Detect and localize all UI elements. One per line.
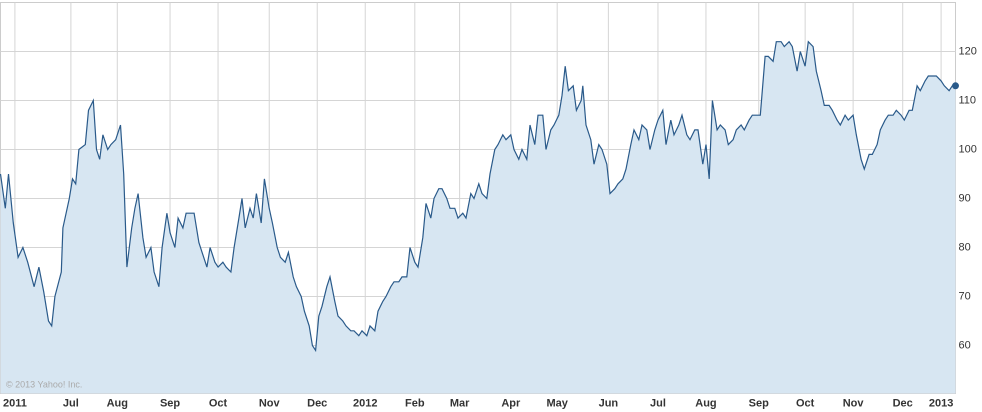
watermark: © 2013 Yahoo! Inc. <box>6 379 82 389</box>
x-tick-label: Nov <box>259 397 281 409</box>
x-tick-label: Dec <box>893 397 913 409</box>
y-tick-label: 70 <box>959 290 971 302</box>
x-tick-label: Oct <box>796 397 815 409</box>
x-tick-label: Sep <box>749 397 769 409</box>
x-tick-label: Feb <box>405 397 425 409</box>
y-tick-label: 60 <box>959 339 971 351</box>
x-tick-label: 2012 <box>353 397 377 409</box>
x-tick-label: Jul <box>63 397 79 409</box>
x-tick-label: Jun <box>599 397 619 409</box>
y-tick-label: 120 <box>959 45 977 57</box>
y-tick-label: 80 <box>959 241 971 253</box>
x-tick-label: Sep <box>160 397 180 409</box>
line <box>0 40 956 353</box>
x-tick-label: Dec <box>307 397 327 409</box>
x-tick-label: Mar <box>450 397 470 409</box>
marks <box>0 40 959 394</box>
x-tick-label: Apr <box>501 397 521 409</box>
y-tick-label: 110 <box>959 94 977 106</box>
x-tick-label: Aug <box>695 397 716 409</box>
x-tick-label: Jul <box>650 397 666 409</box>
x-tick-label: Nov <box>843 397 865 409</box>
y-tick-label: 100 <box>959 143 977 155</box>
x-tick-label: 2013 <box>929 397 953 409</box>
labels: 60 70 80 90 100 110 120 2011 Jul Aug Sep Oct Nov Dec 2… <box>3 45 977 409</box>
x-tick-label: Aug <box>107 397 128 409</box>
last-point <box>952 82 959 90</box>
y-tick-label: 90 <box>959 192 971 204</box>
x-tick-label: May <box>546 397 568 409</box>
x-tick-label: 2011 <box>3 397 27 409</box>
x-tick-label: Oct <box>209 397 228 409</box>
